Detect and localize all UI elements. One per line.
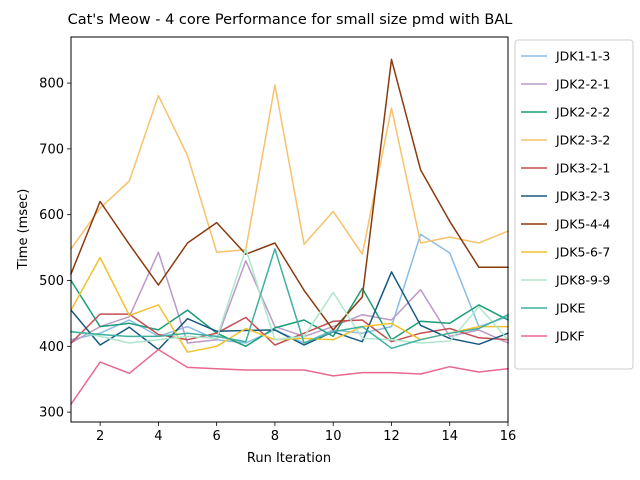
legend-label-jdk2-2-1: JDK2-2-1 — [555, 77, 610, 92]
x-axis: 2 4 6 8 10 12 14 16 — [96, 422, 516, 444]
y-tick-label: 300 — [39, 406, 64, 421]
x-tick-label: 12 — [383, 429, 400, 444]
y-tick-label: 600 — [39, 208, 64, 223]
x-tick-label: 14 — [441, 429, 458, 444]
x-tick-label: 4 — [154, 429, 162, 444]
series-line-jdke — [70, 248, 509, 350]
legend-label-jdk2-3-2: JDK2-3-2 — [555, 133, 610, 148]
series-layer — [69, 58, 510, 406]
x-tick-label: 6 — [213, 429, 221, 444]
y-tick-label: 500 — [39, 274, 64, 289]
x-tick-label: 8 — [271, 429, 279, 444]
series-line-jdk5-4-4 — [70, 58, 509, 331]
x-tick-label: 10 — [325, 429, 342, 444]
y-tick-label: 400 — [39, 340, 64, 355]
legend-label-jdkf: JDKF — [555, 329, 585, 344]
legend-label-jdk5-4-4: JDK5-4-4 — [555, 217, 610, 232]
series-line-jdk2-2-2 — [69, 279, 510, 348]
plot-frame — [70, 36, 509, 423]
x-tick-label: 2 — [96, 429, 104, 444]
series-line-jdk2-2-1 — [69, 251, 509, 345]
y-tick-label: 700 — [39, 142, 64, 157]
legend-label-jdk3-2-1: JDK3-2-1 — [555, 161, 610, 176]
legend-label-jdk2-2-2: JDK2-2-2 — [555, 105, 610, 120]
y-tick-label: 800 — [39, 77, 64, 92]
chart-title: Cat's Meow - 4 core Performance for smal… — [68, 12, 513, 28]
x-tick-label: 16 — [500, 429, 517, 444]
x-axis-label: Run Iteration — [247, 451, 331, 466]
series-line-jdk8-9-9 — [70, 248, 510, 344]
legend-label-jdk3-2-3: JDK3-2-3 — [555, 189, 610, 204]
legend-label-jdk5-6-7: JDK5-6-7 — [555, 245, 610, 260]
legend-label-jdk8-9-9: JDK8-9-9 — [555, 273, 610, 288]
legend-label-jdk1-1-3: JDK1-1-3 — [555, 49, 610, 64]
series-line-jdk1-1-3 — [70, 233, 509, 344]
series-line-jdkf — [69, 348, 509, 406]
series-line-jdk2-3-2 — [69, 84, 509, 255]
legend-box — [514, 39, 634, 370]
legend-label-jdke: JDKE — [555, 301, 586, 316]
y-axis: 300 400 500 600 700 800 — [39, 77, 71, 421]
y-axis-label: Time (msec) — [16, 189, 31, 271]
legend: JDK1-1-3 JDK2-2-1 JDK2-2-2 JDK2-3-2 JDK3-2-1… — [514, 39, 634, 370]
